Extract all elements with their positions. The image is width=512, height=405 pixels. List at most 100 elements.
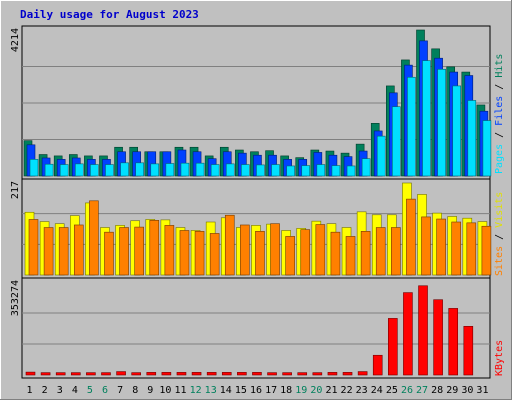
bar-pages-day-17 [271, 164, 280, 177]
bar-sites-day-3 [58, 227, 69, 276]
x-tick-label: 4 [72, 385, 78, 396]
x-tick-label: 14 [220, 385, 232, 396]
panel-visits-sites: 217 Sites / Visits [10, 178, 505, 279]
bar-sites-day-13 [209, 233, 220, 276]
bar-pages-day-8 [135, 162, 144, 177]
bar-kbytes-day-22 [342, 372, 353, 376]
legend-visits: Visits [494, 192, 505, 228]
bar-pages-day-31 [482, 120, 492, 177]
bar-sites-day-5 [89, 200, 99, 276]
x-tick-label: 12 [190, 385, 202, 396]
bar-sites-day-22 [345, 236, 356, 276]
bar-pages-day-27 [422, 60, 431, 177]
bar-kbytes-day-21 [327, 372, 338, 376]
bar-pages-day-10 [165, 163, 175, 177]
bar-pages-day-21 [331, 165, 341, 177]
bar-sites-day-27 [421, 216, 431, 276]
x-tick-label: 3 [57, 385, 63, 396]
bar-sites-day-24 [375, 227, 386, 276]
x-tick-label: 31 [476, 385, 488, 396]
bar-sites-day-8 [134, 226, 144, 276]
max-label: 4214 [10, 28, 21, 52]
max-label: 353274 [10, 280, 21, 316]
bar-sites-day-17 [270, 223, 280, 276]
bar-kbytes-day-29 [448, 308, 459, 376]
bar-pages-day-7 [120, 162, 129, 177]
bar-pages-day-30 [467, 100, 477, 177]
bar-kbytes-day-5 [86, 372, 96, 376]
bar-sites-day-31 [481, 225, 492, 276]
bar-sites-day-19 [300, 229, 311, 276]
bar-sites-day-28 [436, 218, 446, 276]
bar-pages-day-16 [256, 164, 265, 177]
bar-sites-day-10 [164, 225, 175, 276]
x-tick-label: 2 [42, 385, 48, 396]
x-tick-label: 5 [87, 385, 93, 396]
bar-sites-day-4 [73, 224, 84, 276]
bar-sites-day-6 [104, 231, 114, 276]
bar-kbytes-day-11 [176, 372, 187, 376]
bar-kbytes-day-3 [55, 372, 66, 376]
bar-pages-day-19 [301, 165, 311, 177]
bar-kbytes-day-16 [252, 372, 262, 376]
bar-pages-day-13 [210, 164, 220, 177]
x-tick-label: 11 [174, 385, 186, 396]
x-tick-label: 25 [386, 385, 398, 396]
x-tick-label: 23 [356, 385, 368, 396]
legend-hits: Hits [494, 54, 505, 78]
bar-kbytes-day-8 [131, 372, 141, 376]
bar-sites-day-21 [330, 231, 341, 276]
x-tick-label: 15 [235, 385, 247, 396]
bar-sites-day-11 [179, 230, 190, 276]
x-tick-label: 24 [371, 385, 383, 396]
panel-frame [21, 277, 491, 379]
bar-kbytes-day-6 [101, 372, 111, 376]
bar-sites-day-26 [406, 198, 416, 276]
bar-pages-day-4 [74, 163, 84, 177]
panel-kbytes: 353274 KBytes [10, 277, 505, 379]
bar-kbytes-day-9 [146, 372, 157, 376]
panel-bars [25, 285, 474, 376]
x-tick-label: 13 [205, 385, 217, 396]
bar-pages-day-24 [376, 135, 386, 177]
bar-sites-day-30 [466, 222, 477, 276]
bar-sites-day-16 [255, 231, 265, 276]
bar-pages-day-23 [361, 158, 371, 177]
bar-kbytes-day-10 [161, 372, 172, 376]
bar-pages-day-25 [392, 106, 401, 177]
bar-pages-day-18 [286, 165, 295, 177]
x-tick-label: 21 [325, 385, 337, 396]
bar-pages-day-6 [105, 164, 114, 177]
x-tick-label: 6 [102, 385, 108, 396]
panel-hits-files-pages: 4214 Pages / Files / Hits [10, 25, 505, 180]
panel-bars [24, 182, 492, 276]
x-tick-label: 1 [27, 385, 33, 396]
x-tick-label: 28 [431, 385, 443, 396]
bar-kbytes-day-7 [116, 371, 126, 376]
bar-pages-day-28 [437, 68, 446, 177]
x-tick-label: 20 [310, 385, 322, 396]
bar-kbytes-day-19 [297, 372, 308, 376]
bar-pages-day-29 [452, 85, 462, 177]
x-tick-label: 8 [132, 385, 138, 396]
x-tick-label: 26 [401, 385, 413, 396]
panel-axis-legend: KBytes [494, 340, 505, 376]
bar-pages-day-1 [29, 159, 39, 177]
bar-pages-day-15 [241, 164, 250, 177]
panel-bars [23, 29, 492, 177]
x-tick-label: 7 [117, 385, 123, 396]
bar-pages-day-9 [150, 163, 160, 177]
x-tick-label: 27 [416, 385, 428, 396]
bar-sites-day-7 [119, 227, 129, 276]
bar-pages-day-5 [90, 164, 99, 177]
bar-sites-day-25 [391, 227, 401, 276]
legend-sep: / [494, 228, 505, 246]
legend-kbytes: KBytes [494, 340, 505, 376]
x-axis-ticks: 1 2 3 4 5 6 7 8 9 10 11 12 13 14 15 16 17 18 19 20 21 22 23 24 2… [27, 385, 489, 396]
legend-pages: Pages [494, 144, 505, 174]
chart-title: Daily usage for August 2023 [20, 8, 199, 21]
bar-kbytes-day-24 [372, 354, 383, 376]
bar-kbytes-day-15 [237, 372, 247, 376]
bar-kbytes-day-25 [388, 318, 398, 376]
